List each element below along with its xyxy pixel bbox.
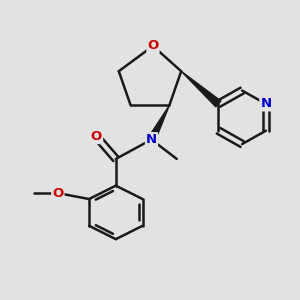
Polygon shape xyxy=(181,71,221,107)
Polygon shape xyxy=(148,105,169,141)
Text: N: N xyxy=(146,133,157,146)
Text: O: O xyxy=(91,130,102,143)
Text: N: N xyxy=(260,98,272,110)
Text: O: O xyxy=(147,40,159,52)
Text: O: O xyxy=(52,187,64,200)
